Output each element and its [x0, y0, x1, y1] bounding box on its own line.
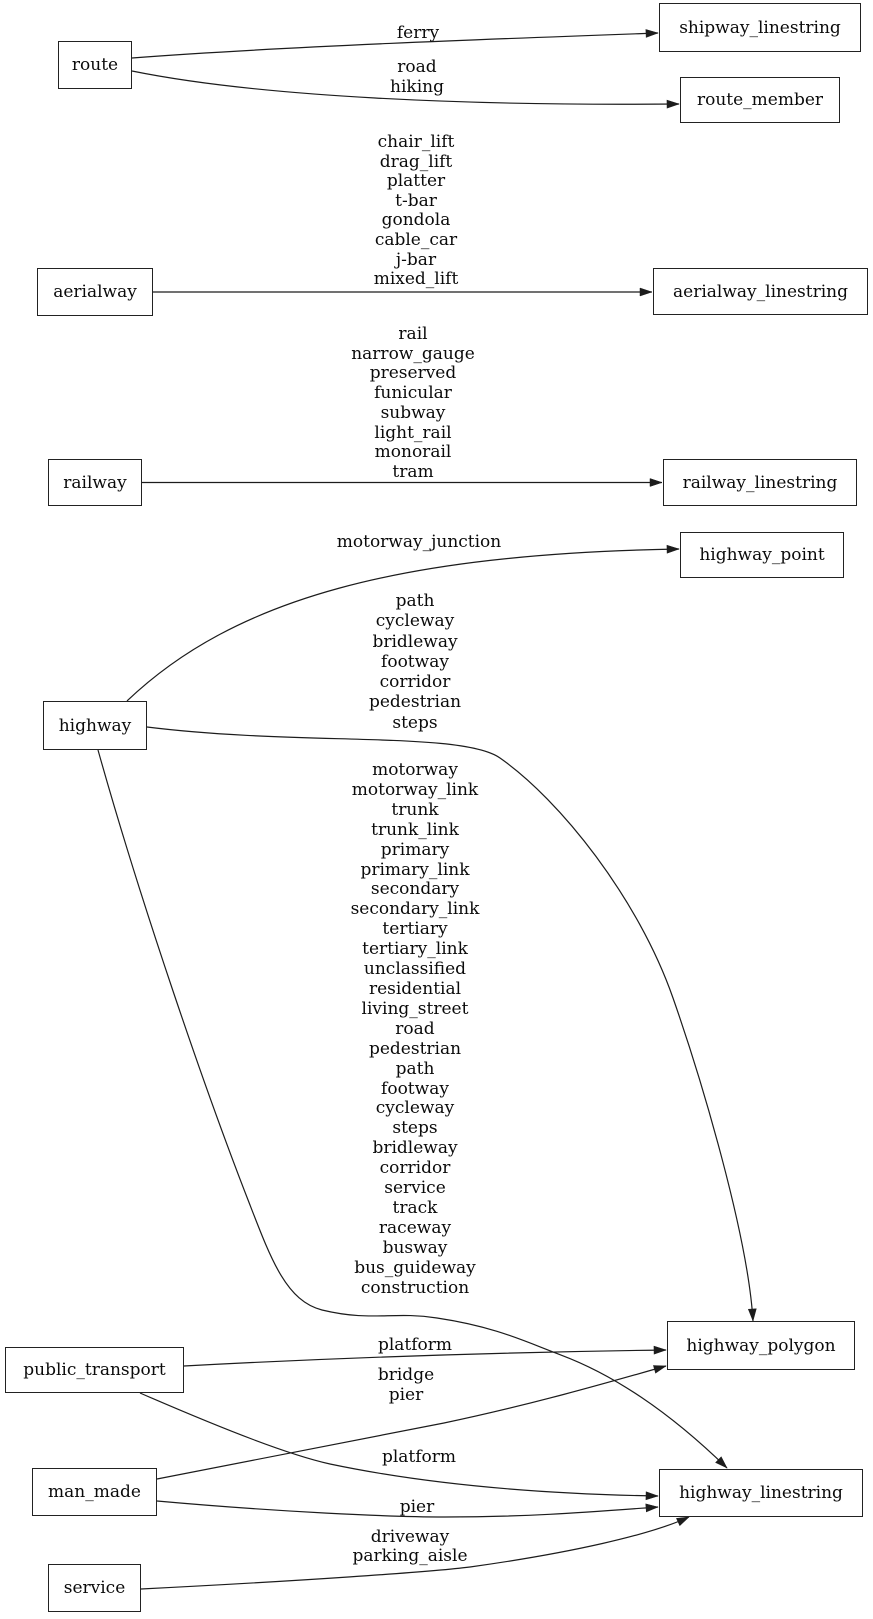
edge-highway-highway-point	[126, 549, 679, 702]
edge-label-platform-polygon: platform	[377, 1335, 453, 1355]
node-railway-linestring: railway_linestring	[663, 459, 857, 506]
node-route-member: route_member	[680, 77, 840, 123]
node-aerialway: aerialway	[37, 268, 153, 316]
edge-label-aerialway-types: chair_lift drag_lift platter t-bar gondo…	[373, 132, 459, 290]
edge-label-railway-types: rail narrow_gauge preserved funicular su…	[351, 324, 475, 482]
edge-label-platform-linestring: platform	[381, 1447, 457, 1467]
edge-highway-highway-polygon	[146, 726, 753, 1321]
node-highway: highway	[43, 701, 147, 750]
edge-label-road-hiking: road hiking	[390, 57, 444, 97]
edge-route-shipway-linestring	[131, 33, 658, 59]
node-service: service	[48, 1564, 141, 1612]
node-shipway-linestring: shipway_linestring	[659, 3, 861, 52]
edge-public-transport-highway-polygon	[183, 1350, 666, 1367]
edge-label-pier-linestring: pier	[399, 1497, 435, 1517]
edge-label-highway-polygon-types: path cycleway bridleway footway corridor…	[368, 591, 462, 733]
edge-service-highway-linestring	[140, 1516, 689, 1590]
node-public-transport: public_transport	[5, 1347, 184, 1393]
edge-label-motorway-junction: motorway_junction	[336, 532, 502, 552]
edge-label-bridge-pier: bridge pier	[377, 1365, 435, 1405]
node-man-made: man_made	[32, 1468, 157, 1516]
node-route: route	[58, 41, 132, 89]
node-highway-polygon: highway_polygon	[667, 1321, 855, 1370]
edge-man-made-highway-linestring	[156, 1500, 658, 1518]
edge-label-driveway-parking-aisle: driveway parking_aisle	[352, 1527, 468, 1566]
edge-route-route-member	[131, 70, 679, 104]
edge-public-transport-highway-linestring	[139, 1392, 658, 1496]
edge-label-highway-linestring-types: motorway motorway_link trunk trunk_link …	[350, 760, 480, 1298]
node-highway-point: highway_point	[680, 532, 844, 578]
edge-man-made-highway-polygon	[156, 1366, 666, 1480]
node-aerialway-linestring: aerialway_linestring	[653, 268, 868, 315]
node-highway-linestring: highway_linestring	[659, 1469, 863, 1517]
edge-highway-highway-linestring	[97, 749, 727, 1468]
edge-label-ferry: ferry	[396, 23, 440, 43]
node-railway: railway	[48, 459, 142, 506]
